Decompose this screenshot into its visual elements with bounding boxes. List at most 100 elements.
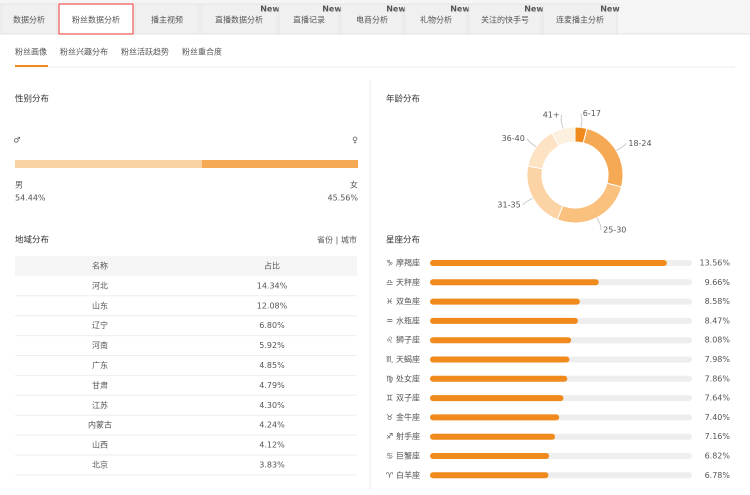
table-cell: 4.79% [259, 381, 285, 390]
leader [596, 217, 602, 231]
tab[interactable] [468, 3, 542, 35]
tab-label[interactable]: 播主视频 [151, 15, 183, 25]
table-cell: 辽宁 [92, 320, 108, 330]
bar [430, 395, 564, 402]
zodiac-name: 狮子座 [396, 335, 420, 345]
section-title: 性别分布 [15, 94, 49, 105]
leader [526, 138, 537, 148]
zodiac-icon: ♏ [386, 355, 394, 364]
tab[interactable] [0, 3, 58, 35]
table-cell: 14.34% [257, 281, 288, 290]
age-label: 6-17 [583, 109, 601, 118]
new-badge: New [450, 5, 470, 14]
table-cell: 甘肃 [92, 380, 108, 390]
zodiac-icon: ♎ [386, 278, 393, 287]
zodiac-name: 双子座 [396, 393, 420, 403]
tab-label[interactable]: 连麦播主分析 [556, 15, 604, 25]
value-label: 8.58% [705, 297, 731, 306]
table-cell: 3.83% [259, 460, 285, 469]
value-label: 6.78% [705, 471, 731, 480]
tab[interactable] [542, 3, 618, 35]
value-label: 7.16% [705, 432, 731, 441]
zodiac-icon: ♌ [386, 336, 393, 345]
tab[interactable] [134, 3, 200, 35]
tab-label[interactable]: 电商分析 [356, 15, 388, 25]
bar [430, 453, 550, 459]
leader [560, 114, 564, 129]
bar [430, 375, 568, 382]
value-label: 8.08% [705, 336, 731, 345]
tab[interactable] [58, 3, 134, 35]
zodiac-name: 射手座 [396, 431, 420, 441]
value-label: 6.82% [705, 452, 731, 461]
age-label: 25-30 [603, 226, 626, 235]
bar [430, 298, 580, 305]
new-badge: New [600, 5, 620, 14]
age-slice [582, 127, 624, 188]
age-label: 36-40 [502, 134, 525, 143]
zodiac-name: 摩羯座 [396, 258, 420, 268]
bar [430, 279, 599, 286]
zodiac-name: 水瓶座 [396, 315, 420, 325]
sub-tab[interactable]: 粉丝兴趣分布 [60, 47, 108, 57]
value-label: 7.86% [705, 374, 731, 383]
table-cell: 4.24% [259, 421, 285, 430]
bar [430, 414, 560, 421]
table-cell: 河南 [92, 340, 108, 350]
zodiac-name: 天秤座 [396, 277, 420, 287]
zodiac-name: 巨蟹座 [396, 451, 420, 461]
zodiac-name: 天蝎座 [396, 354, 420, 364]
zodiac-icon: ♓ [386, 297, 393, 306]
section-title: 年龄分布 [386, 94, 420, 105]
zodiac-icon: ♉ [386, 413, 393, 422]
gender-value: 54.44% [15, 194, 46, 203]
gender-bar [15, 160, 202, 168]
tab[interactable] [200, 3, 278, 35]
sub-tab[interactable]: 粉丝重合度 [182, 47, 222, 57]
tab[interactable] [278, 3, 340, 35]
zodiac-icon: ♊ [386, 394, 393, 403]
table-header-cell: 名称 [92, 260, 108, 270]
tab-label[interactable]: 数据分析 [13, 15, 45, 25]
female-icon: ♀ [352, 136, 358, 145]
male-icon: ♂ [13, 136, 20, 145]
table-cell: 6.80% [259, 321, 285, 330]
zodiac-name: 处女座 [396, 373, 420, 383]
tab-label[interactable]: 礼物分析 [420, 15, 452, 25]
new-badge: New [260, 5, 280, 14]
table-cell: 山西 [92, 440, 108, 450]
toggle[interactable]: 省份 [317, 235, 333, 245]
age-label: 18-24 [628, 139, 651, 148]
table-cell: 江苏 [92, 400, 108, 410]
table-cell: 山东 [92, 300, 108, 310]
bar [430, 260, 667, 266]
tab-label[interactable]: 直播记录 [293, 15, 325, 25]
tab-label[interactable]: 关注的快手号 [481, 15, 529, 25]
tab-label[interactable]: 直播数据分析 [215, 15, 263, 25]
table-cell: 5.92% [259, 341, 285, 350]
toggle[interactable]: 城市 [341, 235, 357, 245]
table-cell: 北京 [92, 459, 108, 469]
value-label: 7.64% [705, 394, 731, 403]
bar [430, 337, 572, 344]
tab-label[interactable]: 粉丝数据分析 [72, 15, 120, 25]
section-title: 星座分布 [386, 235, 420, 246]
value-label: 8.47% [705, 316, 731, 325]
zodiac-icon: ♍ [386, 374, 393, 383]
tab[interactable] [404, 3, 468, 35]
table-header [15, 256, 357, 276]
value-label: 7.40% [705, 413, 731, 422]
leader [522, 197, 534, 206]
new-badge: New [322, 5, 342, 14]
bar [430, 356, 570, 363]
gender-bar [201, 160, 358, 168]
tab[interactable] [340, 3, 404, 35]
zodiac-icon: ♈ [386, 471, 393, 480]
table-cell: 4.12% [259, 441, 285, 450]
zodiac-icon: ♋ [386, 452, 393, 461]
sub-tab[interactable]: 粉丝活跃趋势 [121, 47, 169, 57]
age-label: 41+ [543, 110, 560, 119]
sub-tab[interactable]: 粉丝画像 [15, 47, 47, 57]
age-label: 31-35 [497, 200, 520, 209]
